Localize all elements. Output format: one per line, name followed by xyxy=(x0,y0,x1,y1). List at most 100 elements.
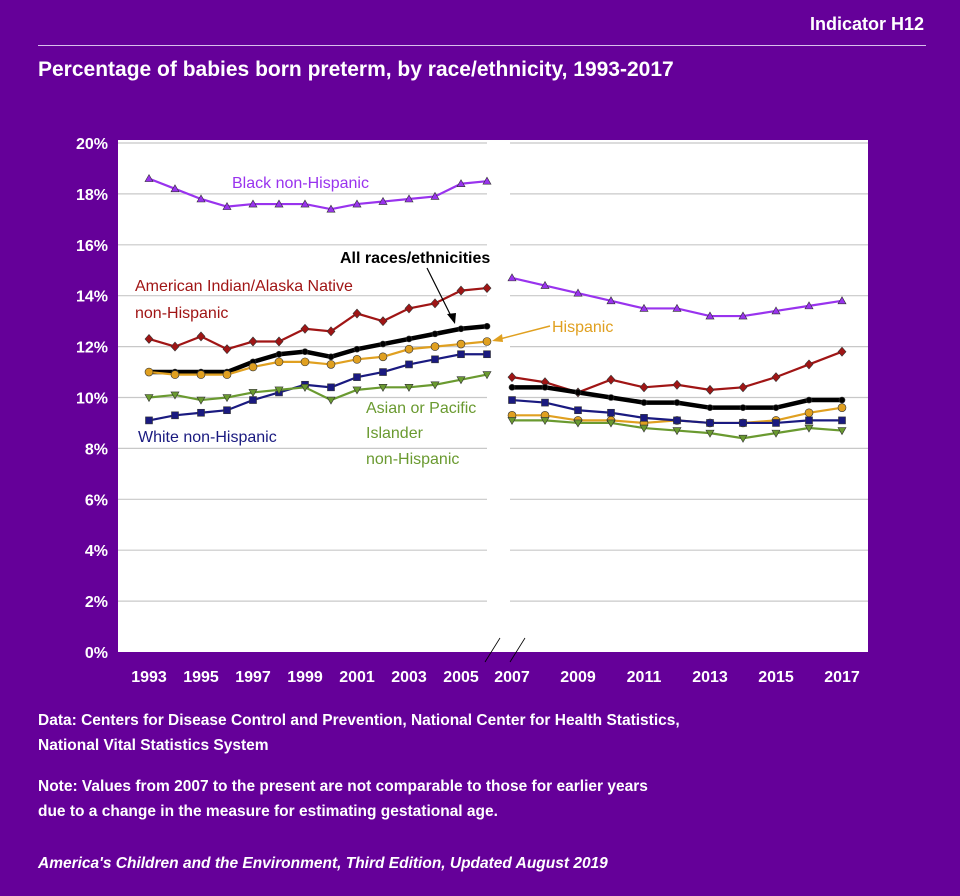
data-point xyxy=(482,337,492,346)
label-aian-1: American Indian/Alaska Native xyxy=(135,278,353,295)
data-point xyxy=(838,416,846,425)
data-point xyxy=(805,416,813,425)
data-point xyxy=(301,348,309,355)
data-point xyxy=(507,273,517,282)
data-point xyxy=(673,399,681,406)
note: Note: Values from 2007 to the present ar… xyxy=(38,774,648,824)
series-asian-or-pacific-islander-non-hispanic xyxy=(144,371,847,443)
x-tick-label: 2011 xyxy=(627,669,662,686)
label-black: Black non-Hispanic xyxy=(232,175,369,192)
x-tick-label: 2015 xyxy=(758,669,794,686)
data-point xyxy=(457,350,465,359)
data-point xyxy=(738,382,748,393)
data-point xyxy=(804,424,814,433)
x-tick-label: 2001 xyxy=(339,669,375,686)
data-point xyxy=(639,382,649,393)
data-point xyxy=(274,357,284,367)
data-point xyxy=(378,316,388,327)
data-point xyxy=(430,342,440,351)
indicator-label: Indicator H12 xyxy=(809,14,924,34)
series-line xyxy=(148,373,488,402)
data-point xyxy=(352,386,362,395)
data-point xyxy=(222,344,232,355)
series-line xyxy=(148,353,487,422)
data-point xyxy=(431,330,439,338)
data-source-line-1: Data: Centers for Disease Control and Pr… xyxy=(38,712,680,729)
data-point xyxy=(353,345,361,353)
note-line-1: Note: Values from 2007 to the present ar… xyxy=(38,778,648,795)
data-point xyxy=(573,419,583,428)
label-all: All races/ethnicities xyxy=(340,250,490,267)
y-tick-label: 0% xyxy=(85,645,108,662)
y-tick-label: 4% xyxy=(85,543,108,560)
data-point xyxy=(327,383,335,392)
data-point xyxy=(431,355,439,364)
arrow-hispanic-head xyxy=(492,334,503,342)
x-tick-label: 1993 xyxy=(131,669,167,686)
data-point xyxy=(196,396,206,405)
chart-title: Percentage of babies born preterm, by ra… xyxy=(38,58,674,81)
data-point xyxy=(606,374,616,385)
x-tick-label: 2005 xyxy=(443,669,479,686)
data-point xyxy=(223,406,231,415)
y-tick-label: 12% xyxy=(76,340,108,357)
x-tick-label: 2007 xyxy=(494,669,530,686)
data-point xyxy=(274,336,284,347)
data-point xyxy=(837,427,847,436)
data-point xyxy=(171,411,179,420)
data-point xyxy=(606,296,616,305)
data-point xyxy=(837,346,847,357)
data-point xyxy=(482,283,492,294)
data-point xyxy=(738,434,748,443)
data-point xyxy=(300,199,310,208)
data-point xyxy=(508,384,516,391)
data-point xyxy=(248,199,258,208)
series-line xyxy=(148,340,488,376)
series-labels: Black non-Hispanic All races/ethnicities… xyxy=(135,175,613,468)
data-point xyxy=(672,379,682,390)
data-point xyxy=(248,389,258,398)
data-point xyxy=(378,196,388,205)
arrow-all-head xyxy=(447,313,456,324)
x-tick-label: 2003 xyxy=(391,669,427,686)
publication-credit: America's Children and the Environment, … xyxy=(38,855,608,872)
data-point xyxy=(326,360,336,369)
data-point xyxy=(379,368,387,376)
data-point xyxy=(353,373,361,381)
data-point xyxy=(483,350,491,359)
data-point xyxy=(222,370,232,379)
data-point xyxy=(541,398,549,407)
data-point xyxy=(170,341,180,352)
data-point xyxy=(327,353,335,361)
data-point xyxy=(739,419,747,427)
data-point xyxy=(482,176,492,185)
y-tick-label: 6% xyxy=(85,492,108,509)
data-point xyxy=(838,396,846,404)
data-point xyxy=(404,344,414,354)
data-point xyxy=(405,360,413,369)
data-point xyxy=(222,202,232,210)
header-divider xyxy=(38,45,926,46)
data-point xyxy=(540,417,550,426)
data-point xyxy=(430,381,440,390)
data-point xyxy=(606,419,616,428)
data-point xyxy=(456,285,466,296)
data-point xyxy=(804,408,814,418)
data-point xyxy=(482,371,492,380)
data-point xyxy=(573,288,583,297)
data-point xyxy=(144,394,154,403)
data-point xyxy=(771,306,781,315)
data-point xyxy=(804,359,814,370)
label-white: White non-Hispanic xyxy=(138,429,277,446)
data-point xyxy=(772,404,780,411)
plot-area xyxy=(118,140,868,652)
data-point xyxy=(352,308,362,319)
series-line xyxy=(148,177,488,211)
data-point xyxy=(144,334,154,344)
data-point xyxy=(170,391,180,400)
data-point xyxy=(222,394,232,403)
data-point xyxy=(705,429,715,438)
data-source-line-2: National Vital Statistics System xyxy=(38,737,269,754)
data-point xyxy=(739,404,747,411)
